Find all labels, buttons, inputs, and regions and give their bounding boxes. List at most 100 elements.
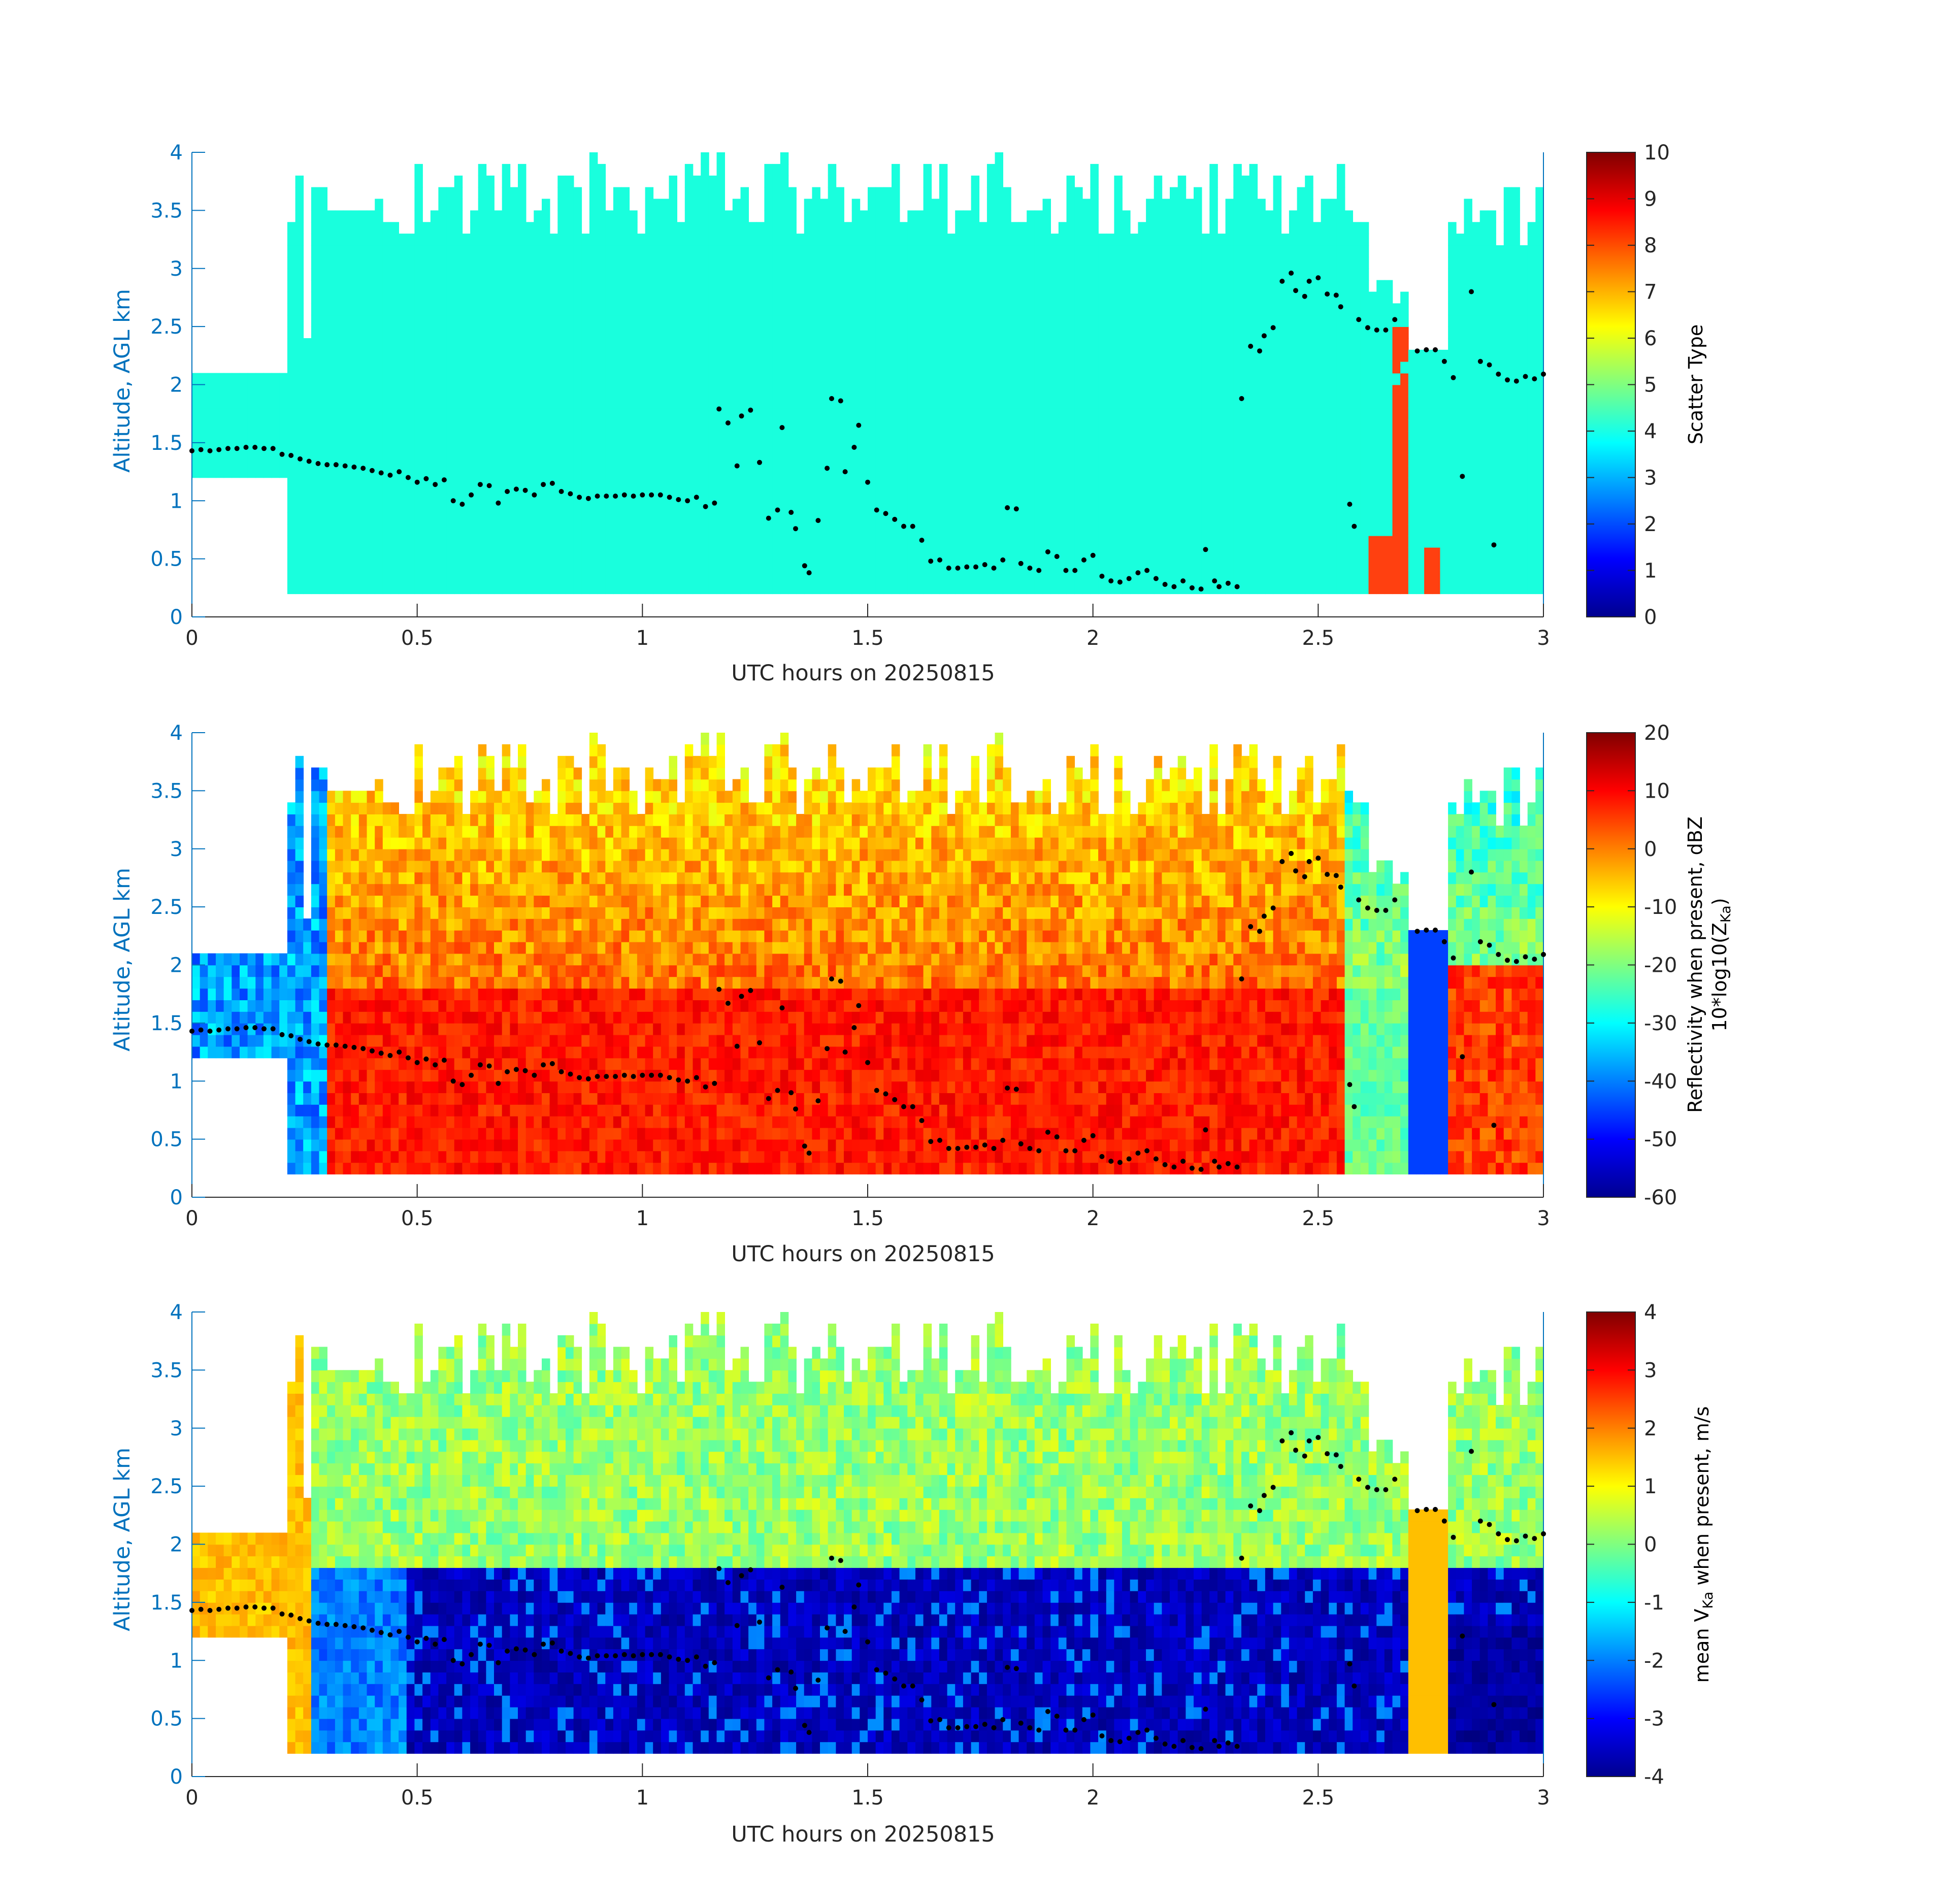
overlay-point	[558, 1648, 564, 1654]
overlay-point	[441, 1058, 447, 1063]
overlay-point	[1054, 1714, 1060, 1719]
overlay-point	[865, 1060, 870, 1065]
y-tick-label: 4	[170, 721, 183, 745]
overlay-point	[1013, 1087, 1019, 1092]
overlay-point	[216, 447, 222, 452]
overlay-point	[937, 1137, 942, 1143]
overlay-point	[1306, 859, 1312, 864]
plot-area-1	[192, 152, 1544, 595]
overlay-point	[1270, 905, 1276, 911]
overlay-point	[1135, 1151, 1141, 1156]
y-tick-label: 2	[170, 1533, 183, 1557]
overlay-point	[883, 1670, 888, 1676]
overlay-point	[829, 976, 834, 981]
overlay-point	[513, 1646, 519, 1652]
overlay-point	[1469, 1449, 1474, 1454]
overlay-point	[865, 1639, 870, 1645]
overlay-point	[802, 563, 807, 569]
overlay-point	[541, 1642, 546, 1647]
overlay-point	[261, 446, 267, 451]
overlay-point	[829, 1555, 834, 1561]
overlay-point	[757, 1619, 762, 1625]
overlay-point	[1212, 578, 1217, 584]
overlay-point	[1126, 576, 1132, 581]
overlay-point	[333, 1622, 339, 1627]
overlay-point	[825, 466, 830, 471]
overlay-point	[1293, 1448, 1298, 1453]
overlay-point	[414, 1060, 420, 1065]
overlay-point	[1325, 872, 1330, 877]
overlay-point	[333, 462, 339, 468]
overlay-point	[982, 1142, 988, 1148]
overlay-point	[1216, 584, 1222, 589]
overlay-point	[1117, 579, 1123, 585]
overlay-point	[1239, 976, 1244, 981]
panel-scatter-type: 0 0.5 1 1.5 2 2.5 3 0 0.5 1 1.5 2 2.5 3 3.5 4 UTC hours…	[110, 141, 1707, 686]
overlay-point	[1433, 1506, 1438, 1512]
overlay-point	[1383, 908, 1389, 913]
overlay-point	[270, 1605, 276, 1611]
overlay-point	[549, 1640, 555, 1646]
x-tick-label: 1.5	[851, 1207, 884, 1230]
overlay-point	[793, 1106, 798, 1112]
overlay-point	[1212, 1738, 1217, 1744]
overlay-point	[459, 1661, 465, 1667]
overlay-point	[779, 1585, 785, 1590]
overlay-point	[725, 420, 731, 425]
overlay-point	[378, 1051, 384, 1056]
overlay-point	[505, 1069, 510, 1074]
overlay-point	[806, 570, 812, 576]
colorbar-tick-label: -40	[1644, 1070, 1677, 1093]
overlay-point	[405, 1634, 411, 1640]
overlay-point	[851, 1025, 857, 1030]
overlay-point	[1505, 958, 1510, 963]
overlay-point	[477, 482, 483, 487]
x-tick-label: 1	[636, 1786, 649, 1810]
overlay-point	[613, 1653, 618, 1659]
x-tick-label: 3	[1537, 1786, 1550, 1810]
colorbar-tick-label: 4	[1644, 1301, 1657, 1324]
y-tick-label: 0	[170, 606, 183, 629]
overlay-point	[1063, 568, 1069, 573]
overlay-point	[955, 1725, 961, 1730]
overlay-point	[1239, 396, 1244, 401]
overlay-point	[631, 1074, 636, 1079]
y-tick-label: 2.5	[150, 315, 183, 339]
colorbar-tick-label: 10	[1644, 779, 1670, 803]
overlay-point	[1027, 1725, 1033, 1730]
overlay-point	[1496, 951, 1501, 957]
overlay-point	[279, 1611, 285, 1617]
y-tick-label: 1	[170, 1649, 183, 1672]
overlay-point	[1261, 1493, 1267, 1498]
overlay-point	[631, 494, 636, 499]
overlay-point	[621, 1652, 627, 1657]
overlay-point	[955, 565, 961, 571]
overlay-point	[703, 504, 708, 509]
overlay-point	[532, 1652, 537, 1657]
overlay-point	[234, 1605, 240, 1611]
overlay-point	[459, 502, 465, 507]
overlay-point	[1063, 1148, 1069, 1154]
overlay-point	[1541, 371, 1546, 377]
overlay-point	[1189, 1745, 1195, 1750]
x-tick-label: 2.5	[1302, 1207, 1335, 1230]
overlay-point	[207, 1028, 213, 1034]
overlay-point	[207, 448, 213, 453]
overlay-point	[748, 407, 753, 413]
overlay-point	[315, 461, 321, 466]
overlay-point	[1306, 1438, 1312, 1443]
overlay-point	[1469, 869, 1474, 875]
overlay-point	[793, 526, 798, 532]
overlay-point	[1487, 1522, 1492, 1527]
overlay-point	[568, 491, 573, 497]
overlay-point	[604, 1074, 609, 1079]
overlay-point	[342, 1043, 348, 1049]
x-tick-label: 2.5	[1302, 627, 1335, 650]
overlay-point	[788, 1669, 794, 1675]
overlay-point	[946, 1145, 951, 1151]
colorbar-tick-label: -60	[1644, 1186, 1677, 1209]
overlay-point	[766, 1096, 771, 1101]
overlay-point	[1045, 1129, 1050, 1135]
overlay-point	[734, 463, 740, 469]
overlay-point	[712, 1660, 717, 1665]
